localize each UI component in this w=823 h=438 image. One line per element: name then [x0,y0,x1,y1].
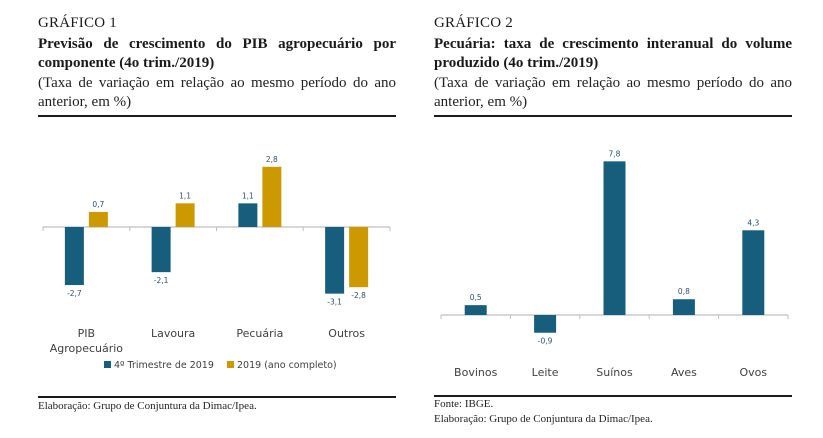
bottom-rule [434,395,792,397]
bar-year [175,203,195,227]
data-label: 0,5 [470,293,482,302]
bar-q4 [151,227,171,273]
bar-year [88,211,108,227]
category-label: Lavoura [151,327,195,340]
category-label: Aves [671,366,697,379]
bar-year [262,166,282,227]
legend-swatch-year [227,361,234,368]
category-label: Bovinos [454,366,498,379]
chart-title: Previsão de crescimento do PIB agropecuá… [38,36,396,71]
chart-title: Pecuária: taxa de crescimento interanual… [434,36,792,71]
chart-subtitle: (Taxa de variação em relação ao mesmo pe… [434,75,792,110]
data-label: 4,3 [747,218,759,227]
top-rule [434,115,792,117]
bar-q4 [238,203,258,227]
bar [464,305,487,315]
data-label: 2,8 [266,155,278,164]
category-label: PIB [78,327,95,340]
bar [603,161,626,315]
data-label: -3,1 [327,298,342,307]
category-label: Ovos [739,366,767,379]
credit-note: Elaboração: Grupo de Conjuntura da Dimac… [38,400,257,412]
data-label: 7,8 [609,149,621,158]
category-label: Outros [328,327,365,340]
top-rule [38,115,396,117]
data-label: -0,9 [538,337,553,346]
category-label: Suínos [596,366,633,379]
bar-q4 [325,227,345,294]
data-label: -2,8 [351,291,366,300]
bar [534,315,557,333]
legend-swatch-q4 [104,361,111,368]
figure-number: GRÁFICO 1 [38,15,117,31]
bar-q4 [64,227,84,286]
bar [742,230,765,315]
data-label: 0,7 [92,200,104,209]
figure-number: GRÁFICO 2 [434,15,513,31]
bottom-rule [38,396,396,398]
data-label: 1,1 [179,191,191,200]
data-label: 1,1 [242,191,254,200]
chart-subtitle: (Taxa de variação em relação ao mesmo pe… [38,75,396,110]
category-label: Leite [532,366,559,379]
data-label: 0,8 [678,287,690,296]
legend-label-q4: 4º Trimestre de 2019 [114,360,214,371]
category-label: Pecuária [236,327,283,340]
bar [672,299,695,315]
category-label: Agropecuário [50,342,124,355]
credit-note: Elaboração: Grupo de Conjuntura da Dimac… [434,413,653,425]
bar-year [349,227,369,288]
data-label: -2,1 [154,276,169,285]
source-note: Fonte: IBGE. [434,398,494,410]
legend-label-year: 2019 (ano completo) [237,360,337,371]
data-label: -2,7 [67,289,82,298]
